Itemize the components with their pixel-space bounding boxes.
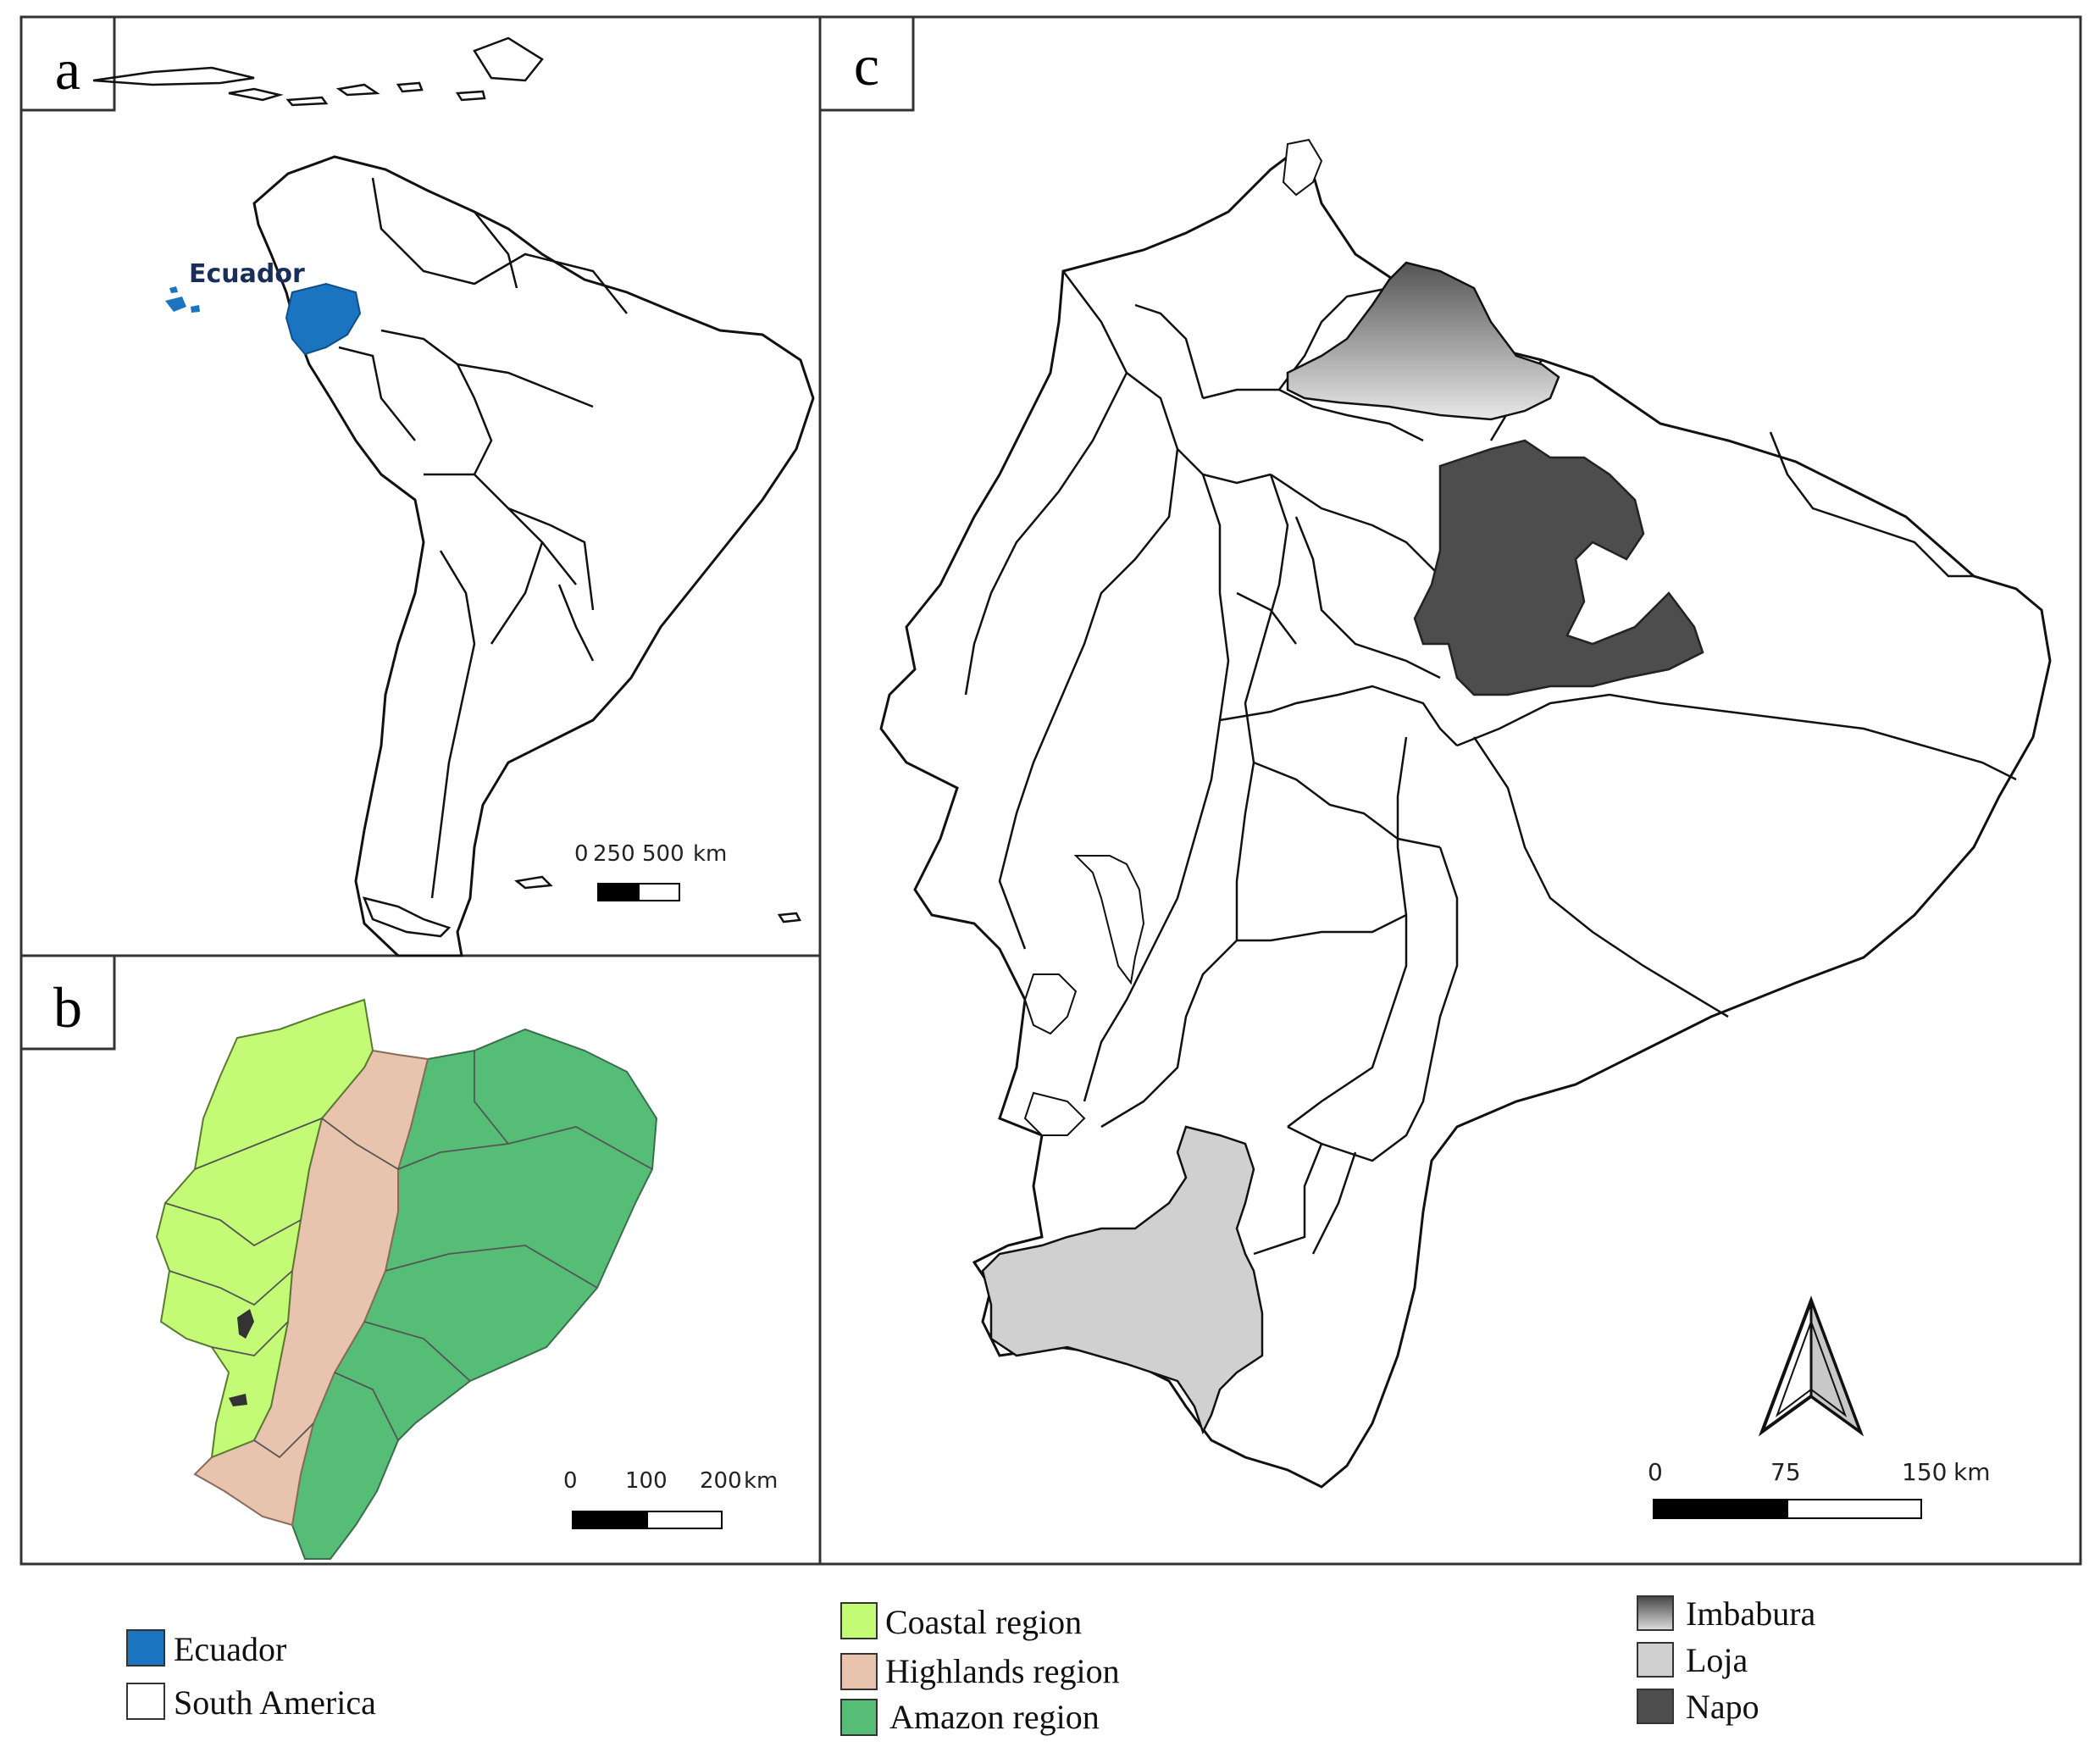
province-borders-c [964, 270, 2017, 1256]
legend-swatch-imbabura [1637, 1595, 1674, 1631]
legend-swatch-south-america [126, 1683, 165, 1720]
legend-provinces: Imbabura Loja Napo [1637, 1594, 1816, 1726]
south-america-outline [252, 155, 815, 957]
scale-c-tick-2: 150 [1902, 1458, 1947, 1486]
legend-label-highlands: Highlands region [885, 1652, 1120, 1690]
scale-bar-c: 0 75 150 km [1648, 1458, 1991, 1519]
scale-a-tick-1: 250 [593, 841, 635, 867]
legend-swatch-coastal [840, 1602, 878, 1639]
legend-swatch-ecuador [126, 1629, 165, 1667]
scale-bar-a: 0 250 500 km [574, 841, 727, 901]
coastal-islands-b [229, 1309, 254, 1406]
panel-c: c [818, 15, 2052, 1519]
scale-b-unit: km [744, 1468, 778, 1494]
coastal-region [155, 998, 374, 1459]
province-napo [1413, 439, 1704, 696]
galapagos-islands [165, 286, 200, 313]
panel-c-frame [818, 15, 2082, 1566]
panel-b-label-box [19, 954, 116, 1051]
coastal-details-c [1023, 138, 1323, 1136]
legend-label-ecuador: Ecuador [174, 1630, 286, 1668]
scale-b-tick-2: 200 [700, 1468, 742, 1494]
legend-label-south-america: South America [174, 1683, 376, 1722]
country-borders [338, 177, 628, 899]
caribbean-islands [92, 36, 544, 107]
legend-label-amazon: Amazon region [889, 1698, 1100, 1736]
ecuador-map-label: Ecuador [189, 259, 305, 289]
legend-label-imbabura: Imbabura [1686, 1594, 1816, 1633]
panel-c-label: c [854, 33, 879, 97]
legend-continent: Ecuador South America [126, 1629, 376, 1722]
scale-c-tick-0: 0 [1648, 1458, 1663, 1486]
legend-regions: Coastal region Highlands region Amazon r… [840, 1602, 1120, 1736]
panel-c-label-box [818, 15, 915, 112]
legend-swatch-highlands [840, 1653, 878, 1690]
panel-b: b 0 100 200 km [19, 954, 778, 1560]
scale-c-unit: km [1953, 1458, 1991, 1486]
scale-a-unit: km [693, 841, 727, 867]
legend-label-napo: Napo [1686, 1688, 1759, 1726]
legend-swatch-napo [1637, 1689, 1674, 1724]
legend-swatch-amazon [840, 1699, 878, 1736]
ecuador-highlight [285, 282, 362, 356]
scale-c-tick-1: 75 [1770, 1458, 1801, 1486]
panel-a-label-box [19, 15, 116, 112]
legend-label-coastal: Coastal region [885, 1603, 1082, 1641]
panel-a: a [19, 15, 815, 957]
tierra-del-fuego [362, 875, 801, 938]
panel-a-label: a [55, 37, 80, 102]
scale-b-tick-0: 0 [563, 1468, 578, 1494]
legend-label-loja: Loja [1686, 1641, 1748, 1679]
scale-a-tick-2: 500 [642, 841, 684, 867]
scale-a-tick-0: 0 [574, 841, 589, 867]
province-borders-b [164, 1051, 653, 1459]
province-imbabura [1286, 261, 1560, 421]
province-loja [981, 1125, 1264, 1435]
north-arrow-icon [1758, 1295, 1865, 1437]
scale-b-tick-1: 100 [625, 1468, 668, 1494]
scale-bar-b: 0 100 200 km [563, 1468, 778, 1529]
legend-swatch-loja [1637, 1642, 1674, 1678]
panel-b-label: b [53, 975, 82, 1040]
